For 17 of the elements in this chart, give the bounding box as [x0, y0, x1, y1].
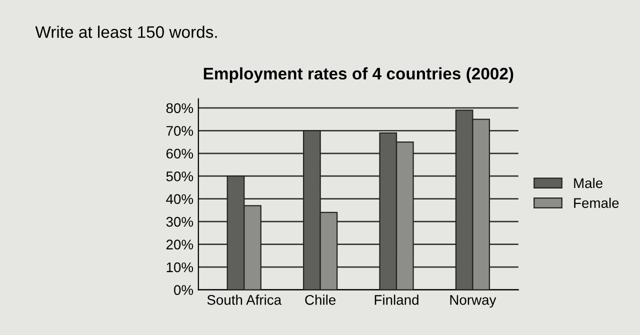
y-tick-label: 50% — [166, 171, 194, 182]
y-tick-label: 20% — [166, 240, 194, 250]
y-tick-label: 40% — [166, 194, 194, 204]
x-tick-label: Chile — [305, 294, 336, 305]
y-tick-label: 60% — [166, 148, 194, 159]
legend-label: Male — [574, 178, 602, 188]
x-tick-label: Finland — [374, 294, 418, 305]
y-tick-label: 0% — [174, 285, 194, 295]
y-tick-label: 10% — [166, 262, 194, 272]
x-tick-label: Norway — [450, 295, 496, 308]
legend-label: Female — [574, 198, 619, 208]
y-tick-label: 80% — [166, 103, 194, 114]
text: Write at least 150 words. — [35, 26, 217, 38]
y-tick-label: 70% — [166, 126, 194, 136]
x-tick-label: South Africa — [207, 294, 282, 305]
chart-title: Employment rates of 4 countries (2002) — [204, 67, 514, 83]
y-tick-label: 30% — [166, 216, 194, 227]
